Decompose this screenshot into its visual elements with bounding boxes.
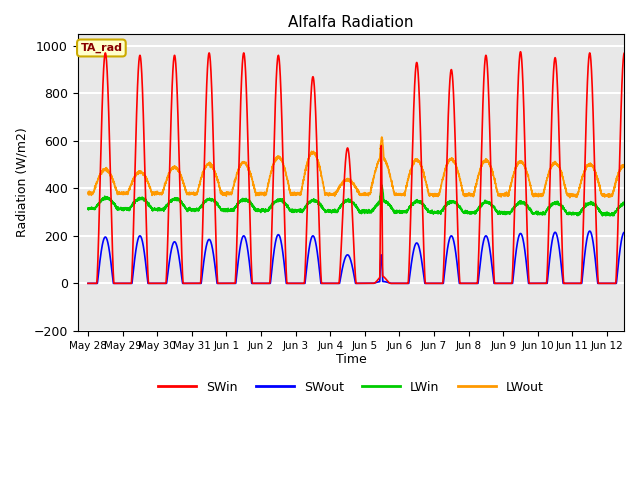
LWin xyxy=(544,206,552,212)
LWin xyxy=(84,205,92,211)
SWin xyxy=(385,280,393,286)
LWout xyxy=(558,172,566,178)
Title: Alfalfa Radiation: Alfalfa Radiation xyxy=(288,15,413,30)
Y-axis label: Radiation (W/m2): Radiation (W/m2) xyxy=(15,128,28,237)
LWin xyxy=(415,200,423,205)
SWout xyxy=(516,230,524,236)
LWout xyxy=(378,134,386,140)
Text: TA_rad: TA_rad xyxy=(81,43,122,53)
LWout xyxy=(638,191,640,197)
SWout xyxy=(638,280,640,286)
SWout xyxy=(84,280,92,286)
LWin xyxy=(633,214,640,219)
SWin xyxy=(516,49,524,55)
SWout xyxy=(385,280,393,286)
LWin xyxy=(385,202,393,207)
Line: LWout: LWout xyxy=(88,137,640,198)
SWin xyxy=(199,221,207,227)
LWin xyxy=(199,200,207,206)
LWout xyxy=(199,171,207,177)
LWout xyxy=(84,191,92,197)
Line: SWin: SWin xyxy=(88,52,640,283)
SWin xyxy=(517,49,525,55)
SWin xyxy=(84,280,92,286)
SWout xyxy=(415,244,423,250)
Line: SWout: SWout xyxy=(88,231,640,283)
LWout xyxy=(544,173,552,179)
Line: LWin: LWin xyxy=(88,185,640,216)
SWout xyxy=(586,228,593,234)
X-axis label: Time: Time xyxy=(335,353,366,366)
SWin xyxy=(638,280,640,286)
SWin xyxy=(544,252,552,257)
LWin xyxy=(517,198,525,204)
SWout xyxy=(199,267,207,273)
LWout xyxy=(385,170,393,176)
SWout xyxy=(558,270,566,276)
Legend: SWin, SWout, LWin, LWout: SWin, SWout, LWin, LWout xyxy=(154,376,548,399)
SWout xyxy=(544,275,552,280)
SWin xyxy=(415,86,423,92)
LWin xyxy=(558,203,566,209)
LWout xyxy=(415,158,423,164)
LWin xyxy=(378,182,386,188)
LWout xyxy=(517,158,525,164)
SWin xyxy=(558,247,566,252)
LWin xyxy=(638,211,640,216)
LWout xyxy=(637,195,640,201)
